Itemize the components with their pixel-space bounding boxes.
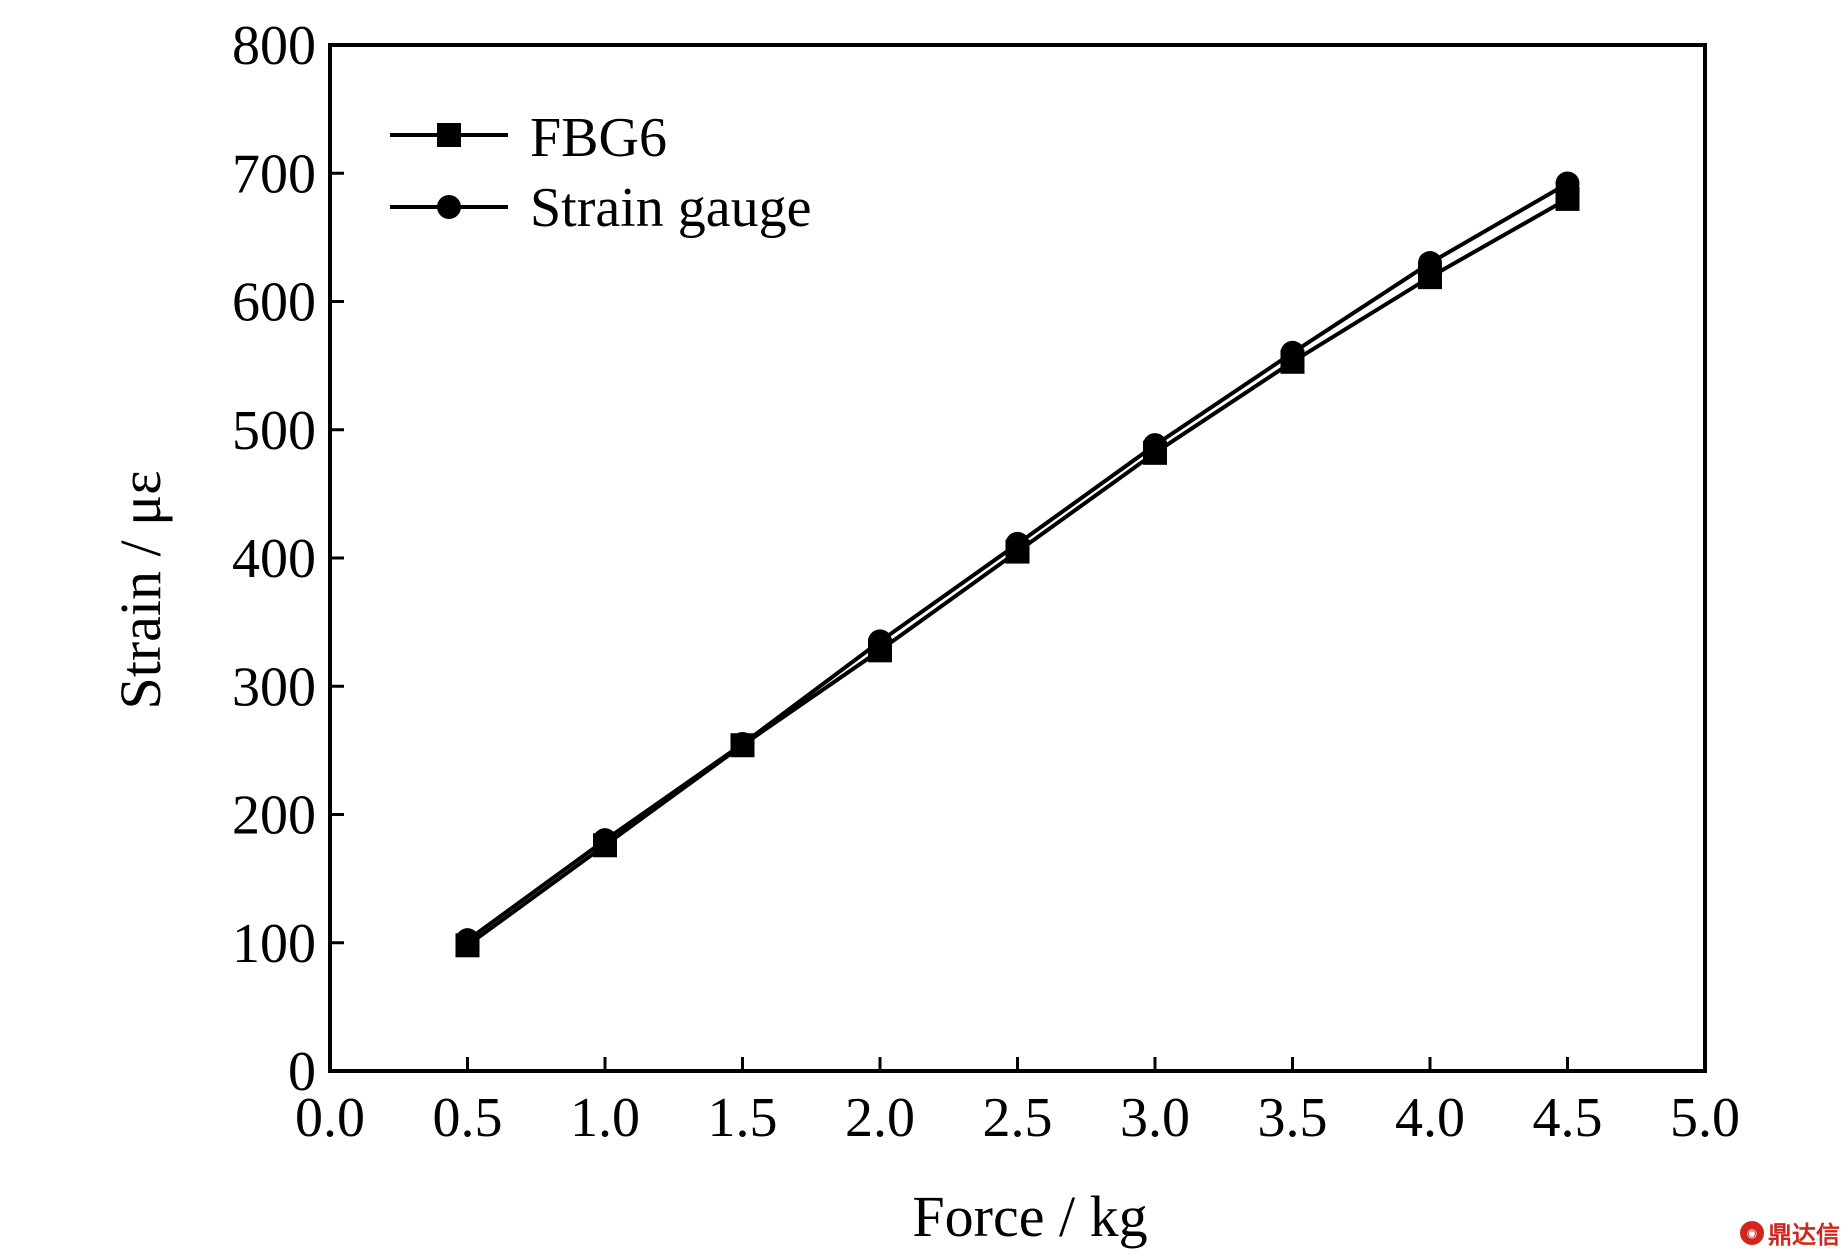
x-tick-label: 1.0 bbox=[570, 1087, 640, 1149]
x-axis-title: Force / kg bbox=[912, 1184, 1147, 1249]
x-tick-label: 0.0 bbox=[295, 1087, 365, 1149]
y-tick-label: 100 bbox=[232, 913, 316, 975]
x-tick-label: 2.0 bbox=[845, 1087, 915, 1149]
y-tick-label: 500 bbox=[232, 400, 316, 462]
watermark-text: 鼎达信 bbox=[1768, 1221, 1840, 1249]
point-strain-gauge bbox=[868, 629, 892, 654]
point-strain-gauge bbox=[1418, 251, 1442, 276]
y-tick-label: 0 bbox=[288, 1041, 316, 1103]
point-strain-gauge bbox=[1143, 433, 1167, 458]
point-strain-gauge bbox=[730, 731, 755, 756]
x-tick-label: 0.5 bbox=[433, 1087, 503, 1149]
legend-marker-fbg6 bbox=[437, 123, 461, 147]
series-layer bbox=[455, 171, 1580, 958]
x-axis-ticks: 0.0 0.5 1.0 1.5 2.0 2.5 3.0 3.5 4.0 4.5 5.0 bbox=[295, 1057, 1740, 1149]
point-strain-gauge bbox=[1005, 531, 1030, 556]
series-line-fbg6 bbox=[466, 197, 1569, 947]
y-tick-label: 300 bbox=[232, 656, 316, 718]
dingdaxin-logo-icon: ◉ bbox=[1740, 1220, 1764, 1245]
x-tick-label: 4.5 bbox=[1533, 1087, 1603, 1149]
x-tick-label: 3.5 bbox=[1258, 1087, 1328, 1149]
point-strain-gauge bbox=[455, 928, 480, 953]
legend-label-strain-gauge: Strain gauge bbox=[530, 177, 811, 239]
legend: FBG6 Strain gauge bbox=[390, 107, 811, 239]
point-strain-gauge bbox=[593, 828, 617, 853]
y-tick-label: 700 bbox=[232, 143, 316, 205]
x-tick-label: 4.0 bbox=[1395, 1087, 1465, 1149]
y-axis-title: Strain / με bbox=[108, 470, 173, 709]
y-tick-label: 800 bbox=[232, 15, 316, 77]
x-tick-label: 5.0 bbox=[1670, 1087, 1740, 1149]
x-tick-label: 3.0 bbox=[1120, 1087, 1190, 1149]
y-tick-label: 200 bbox=[232, 785, 316, 847]
legend-label-fbg6: FBG6 bbox=[530, 107, 667, 169]
x-tick-label: 1.5 bbox=[708, 1087, 778, 1149]
x-tick-label: 2.5 bbox=[983, 1087, 1053, 1149]
y-tick-label: 600 bbox=[232, 272, 316, 334]
y-axis-ticks: 0 100 200 300 400 500 600 700 800 bbox=[232, 15, 344, 1103]
legend-marker-strain-gauge bbox=[437, 195, 461, 219]
y-tick-label: 400 bbox=[232, 528, 316, 590]
point-strain-gauge bbox=[1555, 171, 1580, 196]
point-strain-gauge bbox=[1280, 340, 1305, 365]
watermark: ◉ 鼎达信 bbox=[1740, 1215, 1840, 1250]
